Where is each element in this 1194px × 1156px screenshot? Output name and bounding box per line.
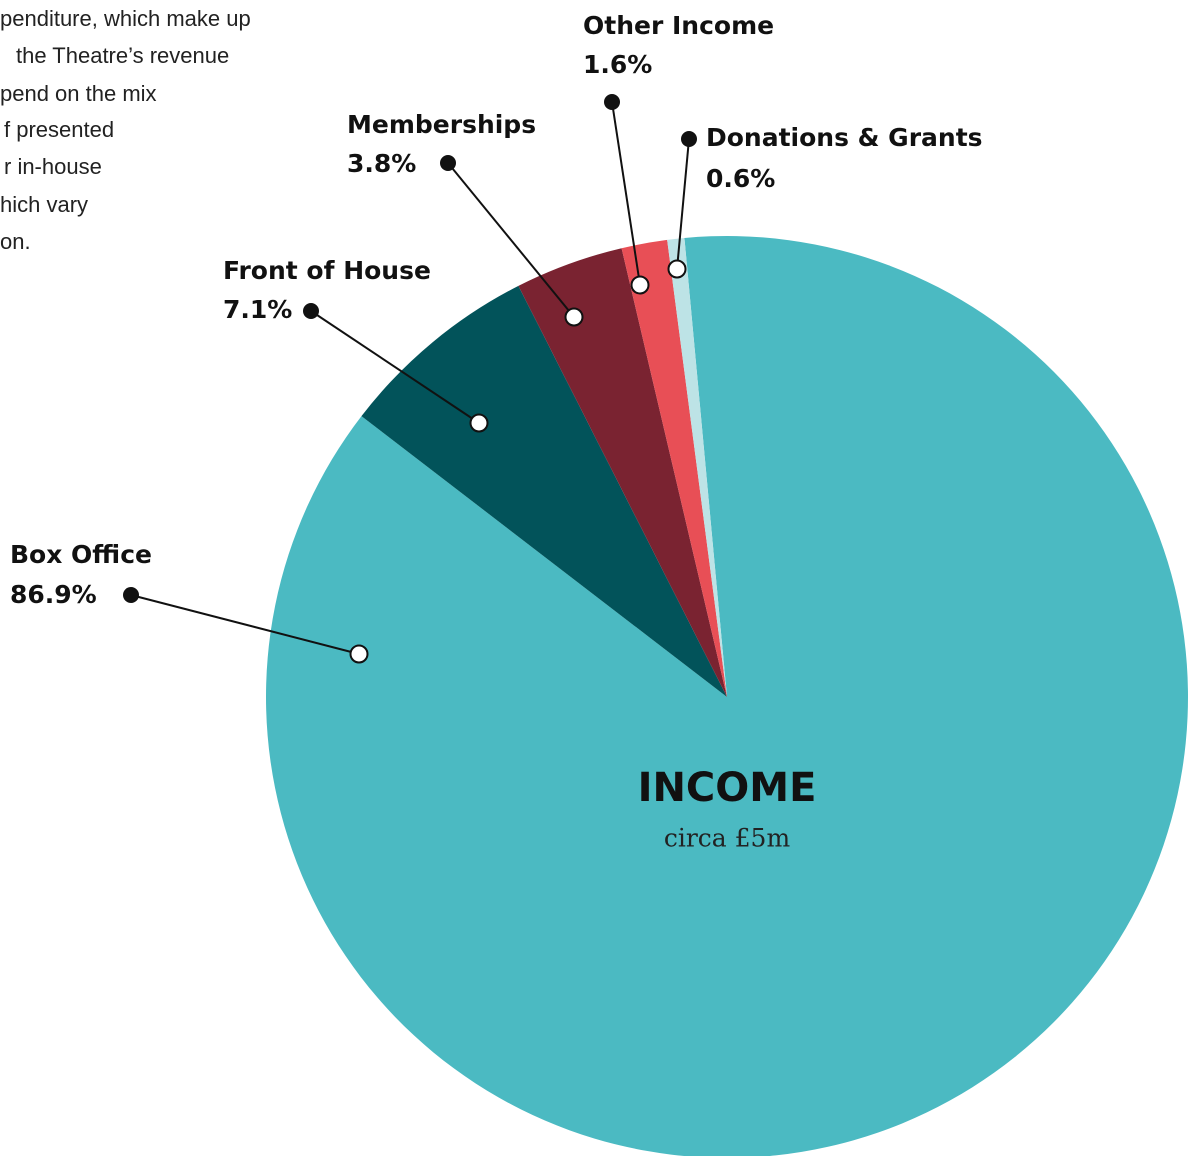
pie-slice — [667, 237, 727, 697]
chart-title: INCOME — [638, 765, 817, 811]
pie-slice — [518, 248, 727, 697]
value-label: 1.6% — [583, 50, 652, 79]
pie — [266, 236, 1188, 1156]
annotation-line: r in-house — [4, 154, 102, 179]
leader-dot — [123, 587, 139, 603]
pie-slice — [361, 285, 727, 697]
annotation-line: the Theatre’s revenue — [16, 43, 229, 68]
annotation-line: hich vary — [0, 192, 88, 217]
leader-end — [564, 307, 584, 327]
leader-end — [630, 275, 650, 295]
value-label: 86.9% — [10, 580, 97, 609]
leader-line — [447, 162, 575, 318]
leader-end — [667, 259, 687, 279]
leader-line — [310, 310, 480, 424]
category-label: Memberships — [347, 110, 536, 139]
pie-slice — [266, 236, 1188, 1156]
leader-end — [469, 413, 489, 433]
category-label: Other Income — [583, 11, 774, 40]
leader-end — [349, 644, 369, 664]
leader-line — [611, 101, 641, 286]
leader-dot — [440, 155, 456, 171]
chart-subtitle: circa £5m — [664, 824, 791, 853]
leader-line — [130, 594, 360, 655]
annotation-line: f presented — [4, 117, 114, 142]
leader-dot — [604, 94, 620, 110]
leader-dot — [303, 303, 319, 319]
leader-dot — [681, 131, 697, 147]
leader-line — [676, 138, 690, 270]
annotation-line: on. — [0, 229, 31, 254]
category-label: Box Office — [10, 540, 152, 569]
leader-lines — [123, 94, 697, 664]
pie-slice — [621, 239, 727, 697]
value-label: 0.6% — [706, 164, 775, 193]
value-label: 7.1% — [223, 295, 292, 324]
value-label: 3.8% — [347, 149, 416, 178]
category-label: Front of House — [223, 256, 431, 285]
annotation-line: penditure, which make up — [0, 6, 251, 31]
category-label: Donations & Grants — [706, 123, 983, 152]
annotation-line: pend on the mix — [0, 81, 157, 106]
